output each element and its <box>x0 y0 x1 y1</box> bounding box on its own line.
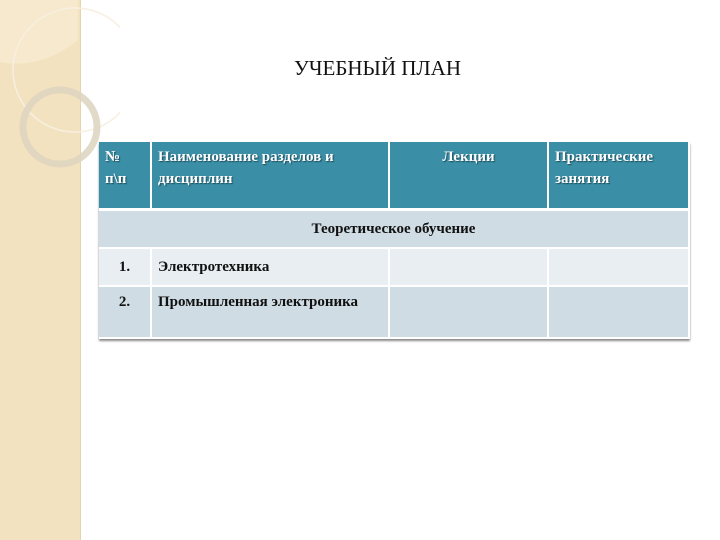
table-header-row: № п\п Наименование разделов и дисциплин … <box>99 142 690 211</box>
table-row: 2. Промышленная электроника <box>99 286 690 339</box>
row-practice <box>548 286 690 339</box>
header-practice: Практические занятия <box>548 142 690 211</box>
curriculum-table: № п\п Наименование разделов и дисциплин … <box>99 142 690 339</box>
row-lectures <box>389 248 549 287</box>
section-row: Теоретическое обучение <box>99 209 690 249</box>
header-lectures: Лекции <box>389 142 549 211</box>
row-number: 1. <box>99 248 152 287</box>
row-number: 2. <box>99 286 152 339</box>
row-name: Промышленная электроника <box>151 286 390 339</box>
section-title: Теоретическое обучение <box>99 209 690 249</box>
row-lectures <box>389 286 549 339</box>
slide-title: УЧЕБНЫЙ ПЛАН <box>293 56 462 80</box>
row-practice <box>548 248 690 287</box>
header-number: № п\п <box>99 142 152 211</box>
row-name: Электротехника <box>151 248 390 287</box>
header-name: Наименование разделов и дисциплин <box>151 142 390 211</box>
decorative-circles <box>0 0 120 168</box>
table-row: 1. Электротехника <box>99 248 690 287</box>
